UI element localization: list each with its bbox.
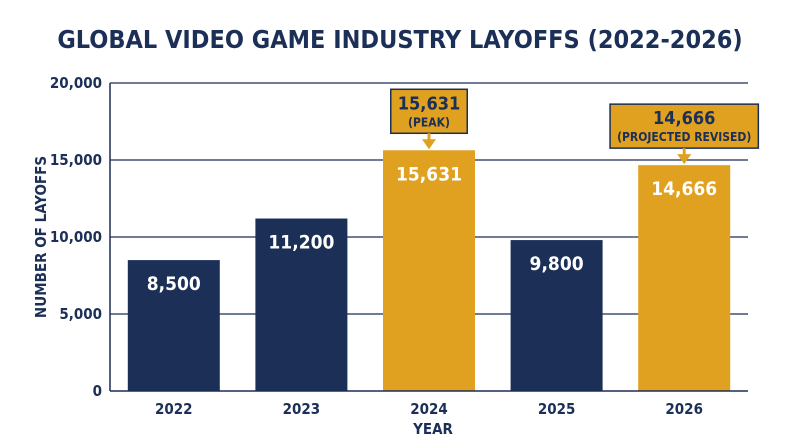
callout-arrow-head bbox=[422, 139, 436, 150]
callout-box bbox=[609, 103, 760, 149]
callout-note: (PEAK) bbox=[408, 115, 450, 129]
callout: 14,666(PROJECTED REVISED) bbox=[609, 103, 760, 165]
x-axis-title: YEAR bbox=[412, 420, 453, 438]
callout-arrow-head bbox=[677, 154, 692, 165]
bar bbox=[255, 218, 348, 391]
callout-box bbox=[390, 88, 468, 135]
y-tick-label: 0 bbox=[93, 382, 102, 400]
chart-title: GLOBAL VIDEO GAME INDUSTRY LAYOFFS (2022… bbox=[57, 25, 742, 54]
bar bbox=[510, 240, 603, 391]
bar bbox=[638, 165, 731, 391]
y-tick-label: 20,000 bbox=[50, 74, 102, 92]
x-tick-label: 2024 bbox=[410, 400, 448, 418]
bar-value-label: 15,631 bbox=[396, 163, 462, 185]
bar-value-label: 9,800 bbox=[530, 253, 584, 275]
callout: 15,631(PEAK) bbox=[390, 88, 468, 150]
bar-value-label: 14,666 bbox=[651, 178, 717, 200]
callout-value: 14,666 bbox=[653, 108, 716, 129]
y-axis-title: NUMBER OF LAYOFFS bbox=[32, 156, 50, 318]
x-tick-label: 2023 bbox=[283, 400, 321, 418]
bar-value-label: 11,200 bbox=[268, 232, 334, 254]
callouts: 15,631(PEAK) 14,666(PROJECTED REVISED) bbox=[390, 88, 760, 165]
x-axis-ticks: 2022 2023 2024 2025 2026 bbox=[155, 400, 703, 418]
y-tick-label: 5,000 bbox=[59, 305, 102, 323]
bar bbox=[127, 260, 220, 391]
x-tick-label: 2025 bbox=[538, 400, 576, 418]
bar-value-label: 8,500 bbox=[147, 273, 201, 295]
callout-value: 15,631 bbox=[398, 93, 461, 114]
bar bbox=[383, 150, 475, 391]
y-tick-label: 10,000 bbox=[50, 228, 102, 246]
x-tick-label: 2026 bbox=[665, 400, 703, 418]
y-tick-label: 15,000 bbox=[50, 151, 102, 169]
bar-value-labels: 8,500 11,200 15,631 9,800 14,666 bbox=[147, 163, 717, 295]
y-axis-ticks: 0 5,000 10,000 15,000 20,000 bbox=[50, 74, 102, 400]
bars bbox=[127, 150, 731, 391]
callout-note: (PROJECTED REVISED) bbox=[617, 130, 751, 144]
x-tick-label: 2022 bbox=[155, 400, 193, 418]
